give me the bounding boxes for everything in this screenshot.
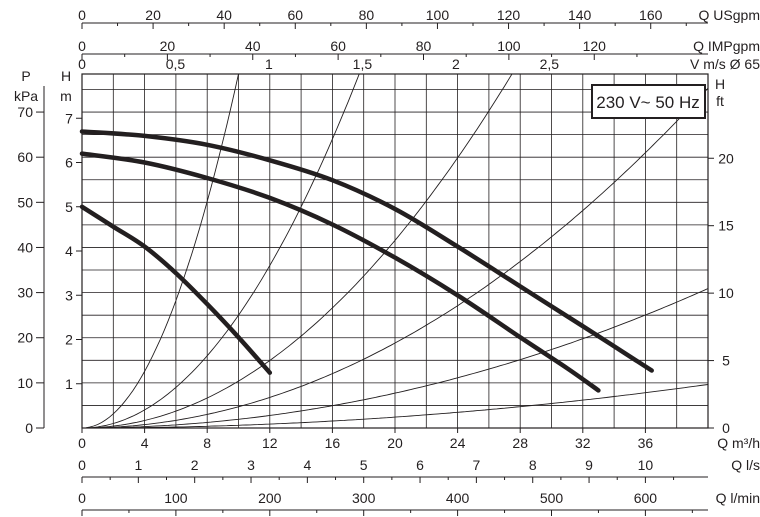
system-curve (82, 74, 360, 428)
tick-label-usgpm: 160 (639, 7, 663, 23)
axis-label-kpa-bottom: kPa (14, 88, 38, 104)
tick-label-m3h: 28 (512, 435, 528, 451)
axis-label-m3h: Q m³/h (717, 435, 760, 451)
tick-label-usgpm: 120 (497, 7, 521, 23)
tick-label-velocity: 1 (265, 56, 273, 72)
tick-label-m3h: 36 (638, 435, 654, 451)
tick-label-m3h: 8 (203, 435, 211, 451)
system-curve (82, 87, 708, 428)
tick-label-lmin: 600 (634, 490, 658, 506)
tick-label-impgpm: 100 (497, 38, 521, 54)
supply-annotation-text: 230 V~ 50 Hz (596, 93, 700, 112)
system-curve (82, 74, 239, 428)
tick-label-ls: 0 (78, 457, 86, 473)
system-curve (82, 384, 708, 428)
tick-label-kpa: 50 (17, 194, 33, 210)
system-curve (82, 74, 513, 428)
tick-label-m: 4 (65, 243, 73, 259)
axis-label-ft-bottom: ft (716, 93, 724, 109)
tick-label-ls: 1 (134, 457, 142, 473)
tick-label-velocity: 2 (452, 56, 460, 72)
tick-label-ls: 2 (191, 457, 199, 473)
tick-label-kpa: 70 (17, 104, 33, 120)
tick-label-m3h: 4 (141, 435, 149, 451)
tick-label-m3h: 24 (450, 435, 466, 451)
tick-label-lmin: 400 (446, 490, 470, 506)
tick-label-m3h: 16 (325, 435, 341, 451)
grid (81, 73, 709, 429)
axis-label-m-bottom: m (60, 88, 72, 104)
tick-label-impgpm: 60 (330, 38, 346, 54)
tick-label-kpa: 0 (25, 420, 33, 436)
tick-label-kpa: 30 (17, 285, 33, 301)
axis-label-impgpm: Q IMPgpm (693, 38, 760, 54)
tick-label-usgpm: 20 (145, 7, 161, 23)
tick-label-kpa: 10 (17, 375, 33, 391)
tick-label-m: 1 (65, 376, 73, 392)
tick-label-usgpm: 80 (359, 7, 375, 23)
axis-label-ft-top: H (715, 76, 725, 92)
tick-label-m: 5 (65, 199, 73, 215)
axis-label-lmin: Q l/min (716, 490, 760, 506)
tick-label-velocity: 0 (78, 56, 86, 72)
tick-label-ls: 8 (529, 457, 537, 473)
tick-label-impgpm: 80 (416, 38, 432, 54)
tick-label-kpa: 20 (17, 330, 33, 346)
tick-label-m3h: 32 (575, 435, 591, 451)
tick-label-velocity: 0,5 (166, 56, 186, 72)
tick-label-impgpm: 20 (160, 38, 176, 54)
system-curves (82, 74, 708, 428)
tick-label-usgpm: 60 (287, 7, 303, 23)
pump-curve (79, 129, 654, 373)
tick-label-m3h: 0 (78, 435, 86, 451)
supply-annotation-box (591, 84, 706, 119)
tick-label-usgpm: 100 (426, 7, 450, 23)
tick-label-m3h: 20 (387, 435, 403, 451)
pump-curves (79, 129, 654, 393)
tick-label-m3h: 12 (262, 435, 278, 451)
tick-label-lmin: 0 (78, 490, 86, 506)
tick-label-impgpm: 0 (78, 38, 86, 54)
axis-label-ls: Q l/s (731, 457, 760, 473)
tick-label-lmin: 200 (258, 490, 282, 506)
tick-label-usgpm: 0 (78, 7, 86, 23)
tick-label-ft: 0 (722, 420, 730, 436)
tick-label-ls: 7 (472, 457, 480, 473)
tick-label-ls: 4 (303, 457, 311, 473)
tick-label-velocity: 2,5 (540, 56, 560, 72)
tick-label-ls: 3 (247, 457, 255, 473)
system-curve (82, 288, 708, 428)
tick-label-m: 2 (65, 332, 73, 348)
tick-label-impgpm: 40 (245, 38, 261, 54)
tick-label-ls: 6 (416, 457, 424, 473)
pump-curve (79, 204, 273, 375)
axis-label-kpa-top: P (21, 68, 30, 84)
supply-annotation: 230 V~ 50 Hz (591, 84, 706, 119)
tick-label-m: 7 (65, 110, 73, 126)
tick-label-lmin: 500 (540, 490, 564, 506)
axis-label-m-top: H (61, 68, 71, 84)
tick-label-usgpm: 140 (568, 7, 592, 23)
tick-label-lmin: 300 (352, 490, 376, 506)
tick-label-ft: 5 (722, 353, 730, 369)
tick-label-ft: 10 (718, 285, 734, 301)
tick-label-ft: 20 (718, 150, 734, 166)
pump-curve (79, 151, 601, 393)
tick-label-usgpm: 40 (216, 7, 232, 23)
tick-label-ft: 15 (718, 218, 734, 234)
axis-label-usgpm: Q USgpm (699, 7, 760, 23)
tick-label-impgpm: 120 (583, 38, 607, 54)
tick-label-kpa: 60 (17, 149, 33, 165)
tick-label-lmin: 100 (164, 490, 188, 506)
tick-label-ls: 9 (585, 457, 593, 473)
tick-label-ls: 5 (360, 457, 368, 473)
tick-label-ls: 10 (638, 457, 654, 473)
axis-label-velocity: V m/s Ø 65 (690, 56, 760, 72)
tick-label-velocity: 1,5 (353, 56, 373, 72)
tick-label-m: 6 (65, 155, 73, 171)
tick-label-kpa: 40 (17, 239, 33, 255)
tick-label-m: 3 (65, 287, 73, 303)
